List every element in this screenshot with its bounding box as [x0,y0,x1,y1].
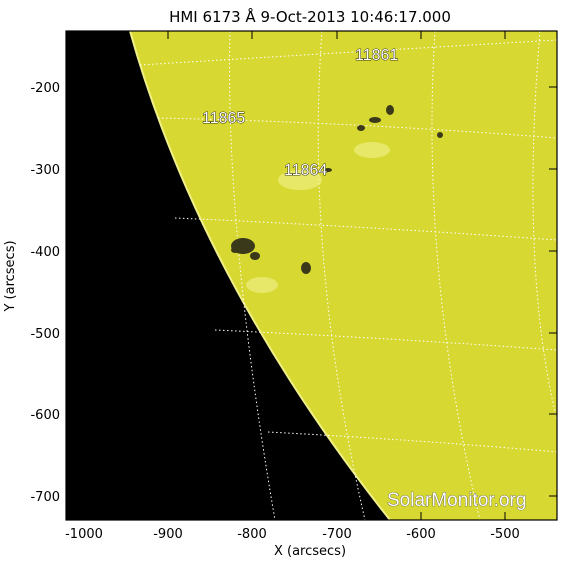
heliographic-grid [139,31,557,520]
x-axis [83,31,506,520]
x-tick-label: -500 [490,527,520,542]
plot-frame [65,30,558,521]
solar-disk [130,31,557,520]
active-region-label: 11865 [202,110,245,127]
x-tick-label: -1000 [65,527,103,542]
x-axis-label: X (arcsecs) [274,544,346,559]
y-axis [66,86,557,497]
solar-limb [129,31,391,520]
active-region-label: 11864 [284,162,327,179]
image-title: HMI 6173 Å 9-Oct-2013 10:46:17.000 [169,7,451,26]
y-tick-label: -500 [30,327,60,342]
sunspot-group [231,105,443,274]
y-tick-label: -700 [30,490,60,505]
y-tick-label: -600 [30,408,60,423]
y-axis-label: Y (arcsecs) [3,240,18,312]
solarmonitor-watermark: SolarMonitor.org [387,490,526,511]
plage [246,142,390,293]
y-tick-label: -400 [30,245,60,260]
y-tick-label: -300 [30,163,60,178]
y-tick-label: -200 [30,81,60,96]
x-tick-label: -900 [153,527,183,542]
x-tick-label: -600 [406,527,436,542]
x-tick-label: -800 [237,527,267,542]
x-tick-label: -700 [322,527,352,542]
active-region-label: 11861 [355,47,398,64]
